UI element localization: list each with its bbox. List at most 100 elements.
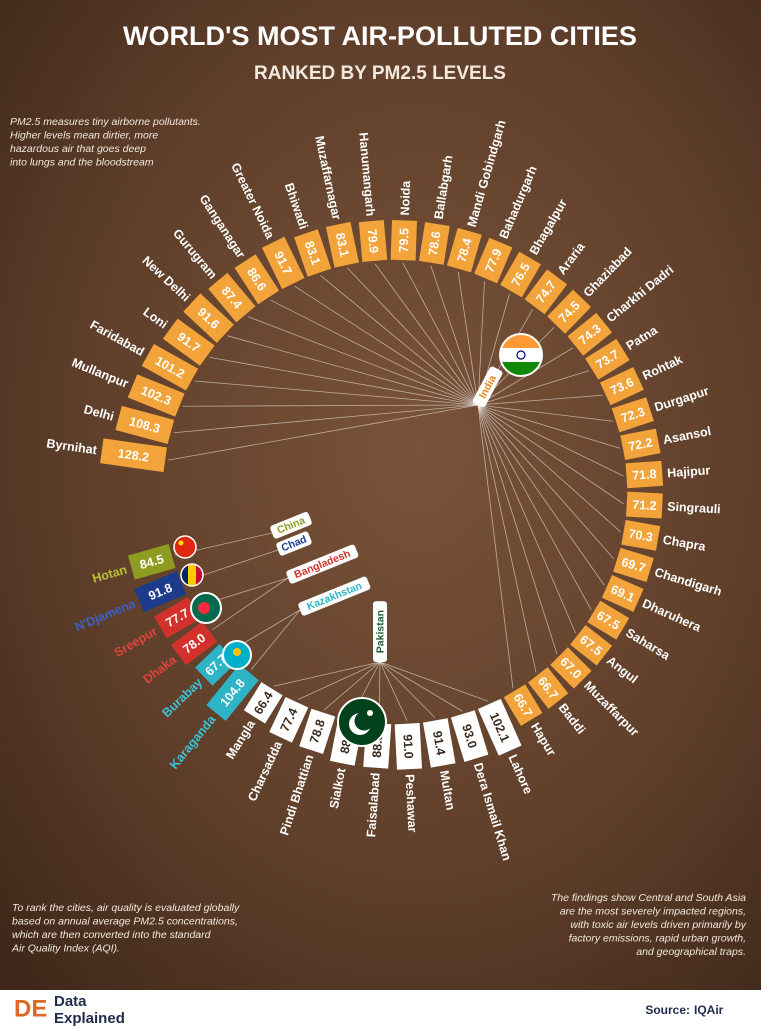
note-line: based on annual average PM2.5 concentrat… — [12, 915, 238, 927]
connector — [247, 316, 479, 406]
country-name: Pakistan — [374, 610, 386, 653]
bar — [450, 710, 489, 762]
connector — [477, 404, 537, 673]
connector — [294, 285, 479, 406]
country-tag-bg — [298, 576, 371, 616]
bar — [474, 237, 513, 284]
connector — [477, 404, 558, 655]
bar — [524, 269, 568, 315]
connector — [168, 404, 479, 461]
bar-group: 71.2 Singrauli — [626, 491, 721, 519]
connector — [379, 661, 408, 721]
connector — [457, 271, 479, 406]
connector — [347, 267, 479, 406]
bar — [294, 229, 332, 277]
bar — [500, 251, 541, 298]
intro-note: PM2.5 measures tiny airborne pollutants.… — [10, 116, 201, 169]
flag-bangladesh — [190, 592, 222, 624]
connector — [477, 404, 605, 586]
bar — [243, 682, 283, 724]
country-tag-bg — [270, 512, 312, 539]
bar — [134, 571, 187, 613]
city-label: Noida — [398, 179, 413, 215]
connector — [477, 404, 576, 634]
bar — [621, 519, 661, 551]
bar — [527, 667, 569, 709]
connector — [209, 357, 479, 406]
bar — [171, 621, 218, 666]
connector — [250, 609, 301, 671]
bar — [611, 397, 654, 433]
city-label: Peshawar — [402, 774, 419, 833]
country-tag-bg — [286, 544, 359, 584]
note-line: are the most severely impacted regions, — [560, 905, 746, 917]
connector — [379, 661, 436, 718]
flag-pakistan — [337, 697, 387, 747]
note-line: and geographical traps. — [636, 946, 746, 958]
bar — [206, 664, 259, 721]
bar — [141, 344, 199, 391]
bar-group: 91.4 Multan — [422, 718, 458, 811]
bar — [613, 547, 654, 582]
value-label: 71.8 — [632, 467, 657, 483]
connector — [379, 661, 489, 702]
note-line: PM2.5 measures tiny airborne pollutants. — [10, 116, 201, 128]
bar — [625, 460, 664, 489]
connector — [320, 275, 479, 406]
connector — [402, 262, 479, 406]
connector — [477, 404, 624, 505]
country-tag: Pakistan — [373, 601, 387, 662]
connector — [227, 335, 479, 406]
connector — [477, 404, 621, 533]
city-label: Faisalabad — [364, 772, 382, 837]
flag-china — [173, 535, 197, 559]
connector — [477, 281, 485, 406]
connector — [374, 263, 479, 406]
connector — [477, 404, 620, 449]
connector — [477, 370, 590, 406]
bar — [208, 272, 256, 323]
bar — [394, 723, 423, 770]
bar — [503, 684, 543, 726]
value-label: 78.4 — [455, 237, 475, 264]
note-line: which are then converted into the standa… — [12, 929, 212, 941]
note-line: To rank the cities, air quality is evalu… — [12, 902, 240, 914]
bar — [418, 222, 450, 265]
note-line: into lungs and the bloodstream — [10, 156, 154, 168]
bar — [261, 236, 305, 289]
city-label: Hajipur — [667, 463, 711, 480]
bar-group: 91.0 Peshawar — [394, 723, 423, 833]
bar — [299, 708, 336, 754]
bar — [154, 597, 201, 639]
connector — [211, 577, 289, 631]
bar — [234, 254, 280, 305]
country-tag-bg — [276, 531, 312, 556]
value-label: 91.4 — [430, 730, 448, 756]
note-line: factory emissions, rapid urban growth, — [569, 932, 746, 944]
bar — [620, 428, 661, 461]
connector-lines — [168, 262, 624, 721]
subtitle: RANKED BY PM2.5 LEVELS — [254, 63, 506, 84]
value-label: 79.5 — [397, 228, 412, 253]
bar — [599, 367, 644, 406]
city-label: Multan — [437, 769, 458, 811]
value-label: 79.9 — [365, 228, 381, 254]
bar — [162, 318, 215, 366]
connector — [270, 299, 479, 406]
bar — [358, 219, 388, 262]
logo: DE — [14, 995, 47, 1022]
value-label: 78.6 — [426, 230, 444, 256]
bar — [550, 647, 592, 689]
note-line: Air Quality Index (AQI). — [11, 942, 120, 954]
connector — [477, 404, 613, 422]
footer-band — [0, 990, 761, 1030]
bar — [585, 338, 630, 380]
connector — [194, 380, 479, 406]
bar — [570, 624, 613, 666]
source-label: Source: — [645, 1003, 690, 1017]
connector — [477, 394, 603, 406]
value-label: 91.0 — [400, 734, 415, 759]
bar — [547, 289, 592, 334]
